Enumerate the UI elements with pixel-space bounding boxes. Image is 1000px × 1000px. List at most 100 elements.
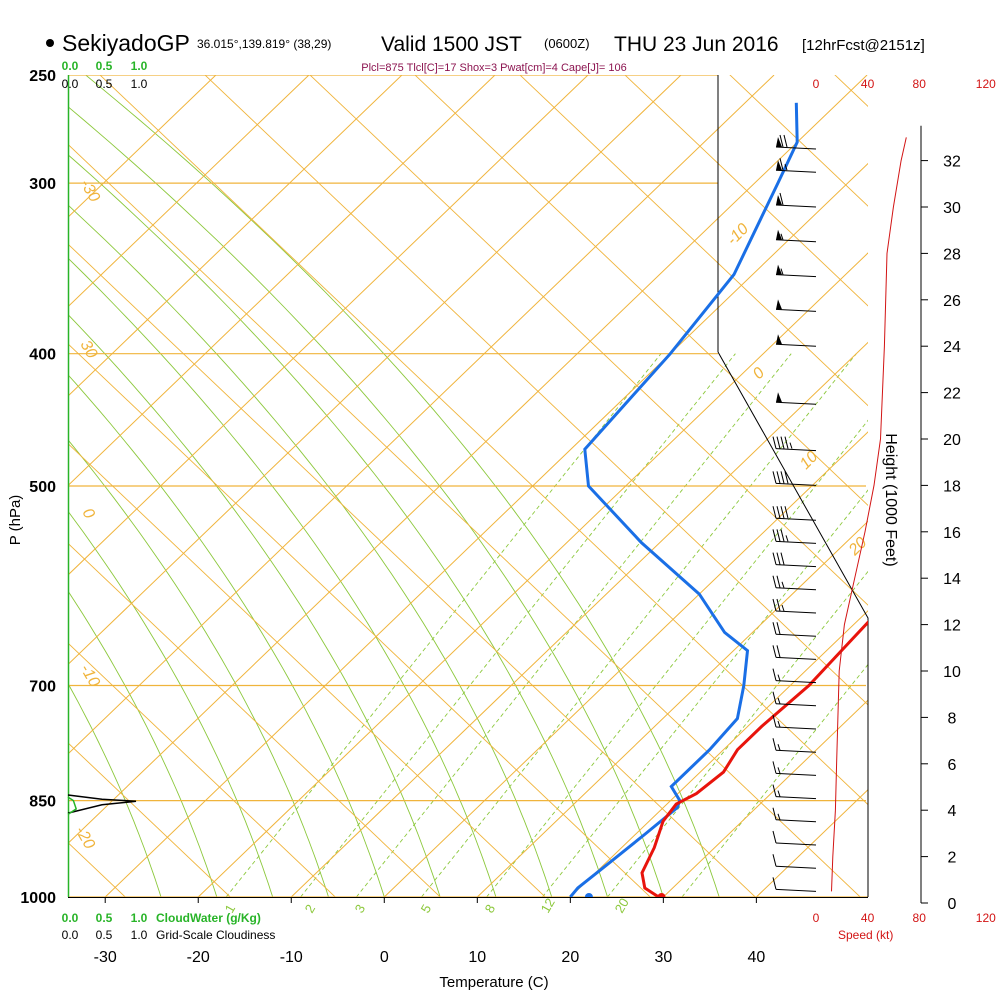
speed-bottom-tick: 40 (861, 911, 875, 925)
wind-barb-tick (776, 622, 781, 635)
cloudiness-bottom-tick: 0.0 (62, 928, 79, 942)
wind-barb-tick (772, 807, 777, 820)
wind-barb (772, 854, 817, 869)
wind-barb-tick (772, 645, 777, 658)
station-name: SekiyadoGP (62, 30, 190, 56)
wind-barb-staff (775, 169, 817, 173)
wind-speed-profile (831, 137, 907, 892)
wind-barb-tick (779, 158, 784, 171)
height-tick-label: 10 (943, 664, 961, 681)
wind-barb-tick (772, 552, 777, 565)
height-tick-label: 22 (943, 386, 961, 403)
wind-barb (772, 575, 817, 591)
pressure-tick-label: 850 (29, 794, 56, 811)
wind-barb-tick (772, 471, 777, 484)
temperature-axis: -30 -20 -10 0 10 20 30 40 (94, 897, 765, 966)
dry-adiabat-line (68, 542, 441, 897)
height-tick-label: 32 (943, 154, 961, 171)
isotherm-label: -30 (77, 177, 103, 206)
height-tick-label: 6 (948, 757, 957, 774)
mixing-ratio-label: 12 (538, 895, 558, 915)
isotherm-line (569, 610, 868, 897)
wind-barb-tick (784, 471, 789, 484)
wind-barb-flag (776, 334, 782, 345)
x-tick-label: 20 (561, 949, 579, 966)
cloudwater-top-tick: 0.0 (62, 59, 79, 73)
dry-adiabat-line (68, 442, 546, 897)
wind-barb-tick (783, 134, 788, 148)
cloudwater-bottom-tick: 0.0 (62, 911, 79, 925)
wind-barb-tick (784, 436, 789, 449)
moist-adiabat-line (85, 75, 720, 897)
pressure-tick-label: 700 (29, 679, 56, 696)
station-dot-icon (46, 39, 54, 47)
wind-barb-tick (780, 471, 785, 484)
wind-barb-staff (775, 146, 817, 150)
mixing-ratio-label: 3 (352, 902, 369, 916)
wind-barb-tick (779, 192, 784, 206)
cloudiness-profile (67, 794, 137, 814)
wind-barb-staff (775, 239, 817, 243)
height-tick-label: 0 (948, 896, 957, 913)
dry-adiabat-line (519, 75, 868, 407)
wind-barb-half-tick (781, 604, 785, 612)
pressure-axis: 250 300 400 500 700 850 1000 (20, 68, 56, 907)
wind-barb-half-tick (780, 268, 784, 275)
wind-barb-staff (775, 749, 817, 753)
isotherm-line (476, 520, 868, 897)
dry-adiabat-line (414, 75, 868, 506)
wind-barb (775, 392, 817, 405)
dry-adiabat-line (68, 841, 126, 897)
height-tick-label: 24 (943, 339, 961, 356)
x-tick-label: 10 (468, 949, 486, 966)
speed-bottom-tick: 0 (813, 911, 820, 925)
wind-barb (775, 134, 817, 150)
wind-barb-flag (776, 137, 782, 147)
valid-time: Valid 1500 JST (381, 33, 522, 56)
mixing-ratio-label: 20 (612, 895, 632, 915)
cloudwater-bottom-tick: 1.0 (131, 911, 148, 925)
isotherm-label: 20 (845, 534, 870, 559)
wind-barb-half-tick (785, 535, 789, 542)
wind-barb-flag (776, 195, 782, 205)
surface-dewpoint-marker (584, 893, 593, 897)
cloudiness-top-tick: 0.0 (62, 77, 79, 91)
x-tick-label: 40 (747, 949, 765, 966)
wind-barb-tick (772, 529, 777, 542)
height-tick-label: 30 (943, 200, 961, 217)
x-tick-label: 0 (380, 949, 389, 966)
height-tick-label: 14 (943, 571, 961, 588)
dry-adiabat-line (540, 0, 1000, 930)
wind-barb (772, 877, 817, 892)
isotherm-line (68, 75, 496, 487)
wind-barb-half-tick (777, 720, 781, 728)
wind-barb-staff (775, 343, 817, 347)
wind-barb-tick (776, 575, 781, 588)
dry-adiabat-line (960, 0, 1000, 930)
speed-top-tick: 80 (913, 77, 927, 91)
dry-adiabat-line (68, 642, 336, 897)
wind-barb-half-tick (777, 697, 781, 704)
wind-barb-staff (775, 204, 817, 208)
wind-barb (775, 192, 817, 208)
height-tick-label: 18 (943, 478, 961, 495)
wind-barb-staff (775, 703, 817, 707)
wind-barb-half-tick (789, 442, 793, 449)
wind-barb-flag (776, 229, 782, 240)
wind-barb (772, 761, 817, 776)
wind-barb-tick (772, 598, 777, 612)
wind-barb-tick (772, 622, 777, 635)
dewpoint-profile (569, 102, 799, 897)
mixing-ratio-line (542, 489, 868, 897)
dry-adiabat-line (750, 0, 1000, 930)
height-axis-title: Height (1000 Feet) (882, 433, 899, 566)
wind-barb-tick (772, 436, 777, 449)
background-grid (68, 0, 1000, 930)
wind-barb-tick (772, 830, 777, 844)
dry-adiabat-line (68, 143, 861, 897)
dry-adiabat-line (99, 75, 868, 806)
wind-barb (772, 552, 817, 568)
wind-barb-staff (775, 308, 817, 312)
